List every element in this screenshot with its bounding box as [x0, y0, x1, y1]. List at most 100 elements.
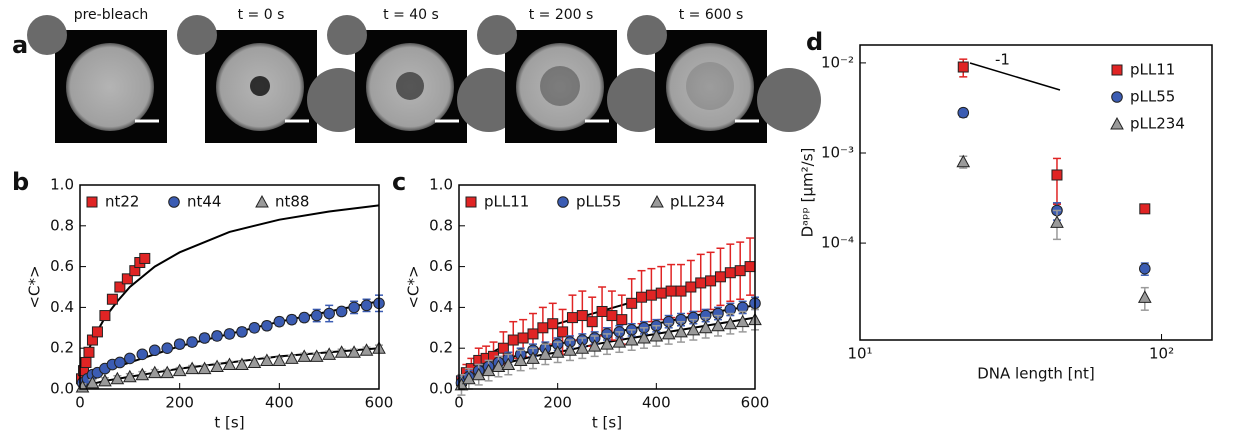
marker	[272, 353, 287, 366]
legend-label: nt88	[275, 193, 309, 211]
marker	[956, 154, 971, 168]
marker	[557, 326, 569, 338]
marker	[957, 106, 970, 119]
marker	[83, 346, 95, 358]
y-axis-label: <C*>	[26, 265, 44, 308]
x-tick-label: 600	[365, 394, 394, 412]
marker	[675, 285, 687, 297]
marker	[566, 312, 578, 324]
marker	[600, 337, 614, 350]
marker	[481, 363, 496, 377]
marker	[501, 357, 516, 371]
plot-frame	[458, 184, 756, 390]
marker	[347, 345, 361, 358]
marker	[85, 375, 100, 389]
marker	[124, 352, 136, 365]
marker	[161, 342, 174, 355]
marker	[323, 307, 335, 320]
y-tick-label: 0.8	[50, 216, 74, 234]
marker	[80, 356, 92, 368]
marker	[744, 261, 756, 273]
marker	[491, 359, 506, 373]
marker	[335, 305, 348, 318]
marker	[210, 359, 224, 373]
y-tick-label: 0.0	[429, 380, 453, 398]
legend-label: nt44	[187, 193, 221, 211]
droplet-edge	[477, 15, 517, 55]
marker	[99, 310, 111, 322]
marker	[114, 281, 126, 293]
marker	[957, 61, 969, 73]
x-axis-label: t [s]	[592, 414, 622, 431]
marker	[197, 361, 212, 375]
marker	[698, 320, 713, 334]
marker	[261, 319, 273, 332]
marker	[147, 365, 162, 379]
marker	[674, 324, 688, 338]
marker	[714, 271, 726, 283]
legend-marker	[86, 196, 98, 208]
marker	[114, 356, 126, 369]
marker	[247, 355, 262, 368]
marker	[626, 297, 638, 309]
panel-label: d	[806, 28, 823, 56]
marker	[173, 338, 186, 350]
marker	[160, 365, 175, 379]
marker	[310, 309, 323, 322]
droplet-edge	[27, 15, 67, 55]
plot-frame	[859, 44, 1213, 341]
y-tick-label: 0.2	[50, 339, 74, 357]
marker	[637, 330, 651, 344]
y-tick-label: 0.4	[429, 298, 453, 316]
marker	[616, 314, 628, 326]
legend-label: pLL11	[1130, 61, 1175, 79]
marker	[148, 344, 161, 357]
marker	[236, 326, 248, 338]
panel-label: c	[392, 168, 406, 196]
y-axis-label: Dᵃᵖᵖ [μm²/s]	[799, 148, 817, 238]
frame-caption: t = 600 s	[679, 7, 744, 23]
marker	[248, 322, 261, 334]
y-tick-label: 10⁻²	[821, 53, 854, 71]
marker	[139, 252, 151, 264]
marker	[612, 335, 627, 348]
marker	[110, 371, 125, 385]
marker	[260, 353, 274, 366]
marker	[98, 373, 112, 387]
droplet-edge	[627, 15, 667, 55]
marker	[550, 345, 565, 358]
legend-label: pLL55	[1130, 88, 1175, 106]
marker	[513, 353, 528, 366]
marker	[334, 345, 349, 358]
panel-label: b	[12, 168, 29, 196]
legend-label: pLL55	[576, 193, 621, 211]
marker	[273, 315, 286, 328]
marker	[695, 277, 707, 289]
marker	[222, 357, 237, 371]
x-tick-label: 0	[454, 394, 464, 412]
marker	[507, 334, 519, 346]
marker	[645, 289, 657, 301]
marker	[606, 310, 618, 322]
legend-marker	[557, 196, 569, 208]
marker	[135, 367, 150, 381]
marker	[497, 342, 509, 354]
marker	[1051, 169, 1063, 181]
bleach-spot	[686, 62, 734, 110]
marker	[360, 299, 373, 312]
x-tick-label: 400	[642, 394, 671, 412]
x-tick-label: 10²	[1149, 345, 1174, 363]
marker	[575, 341, 590, 354]
marker	[284, 351, 299, 364]
marker	[576, 310, 588, 322]
marker	[723, 316, 738, 330]
marker	[538, 347, 553, 360]
marker	[322, 347, 337, 360]
bleach-spot	[540, 66, 580, 106]
marker	[235, 357, 249, 371]
y-tick-label: 1.0	[50, 176, 74, 194]
marker	[136, 348, 149, 361]
legend-marker	[255, 194, 269, 208]
annotation: -1	[995, 51, 1010, 69]
